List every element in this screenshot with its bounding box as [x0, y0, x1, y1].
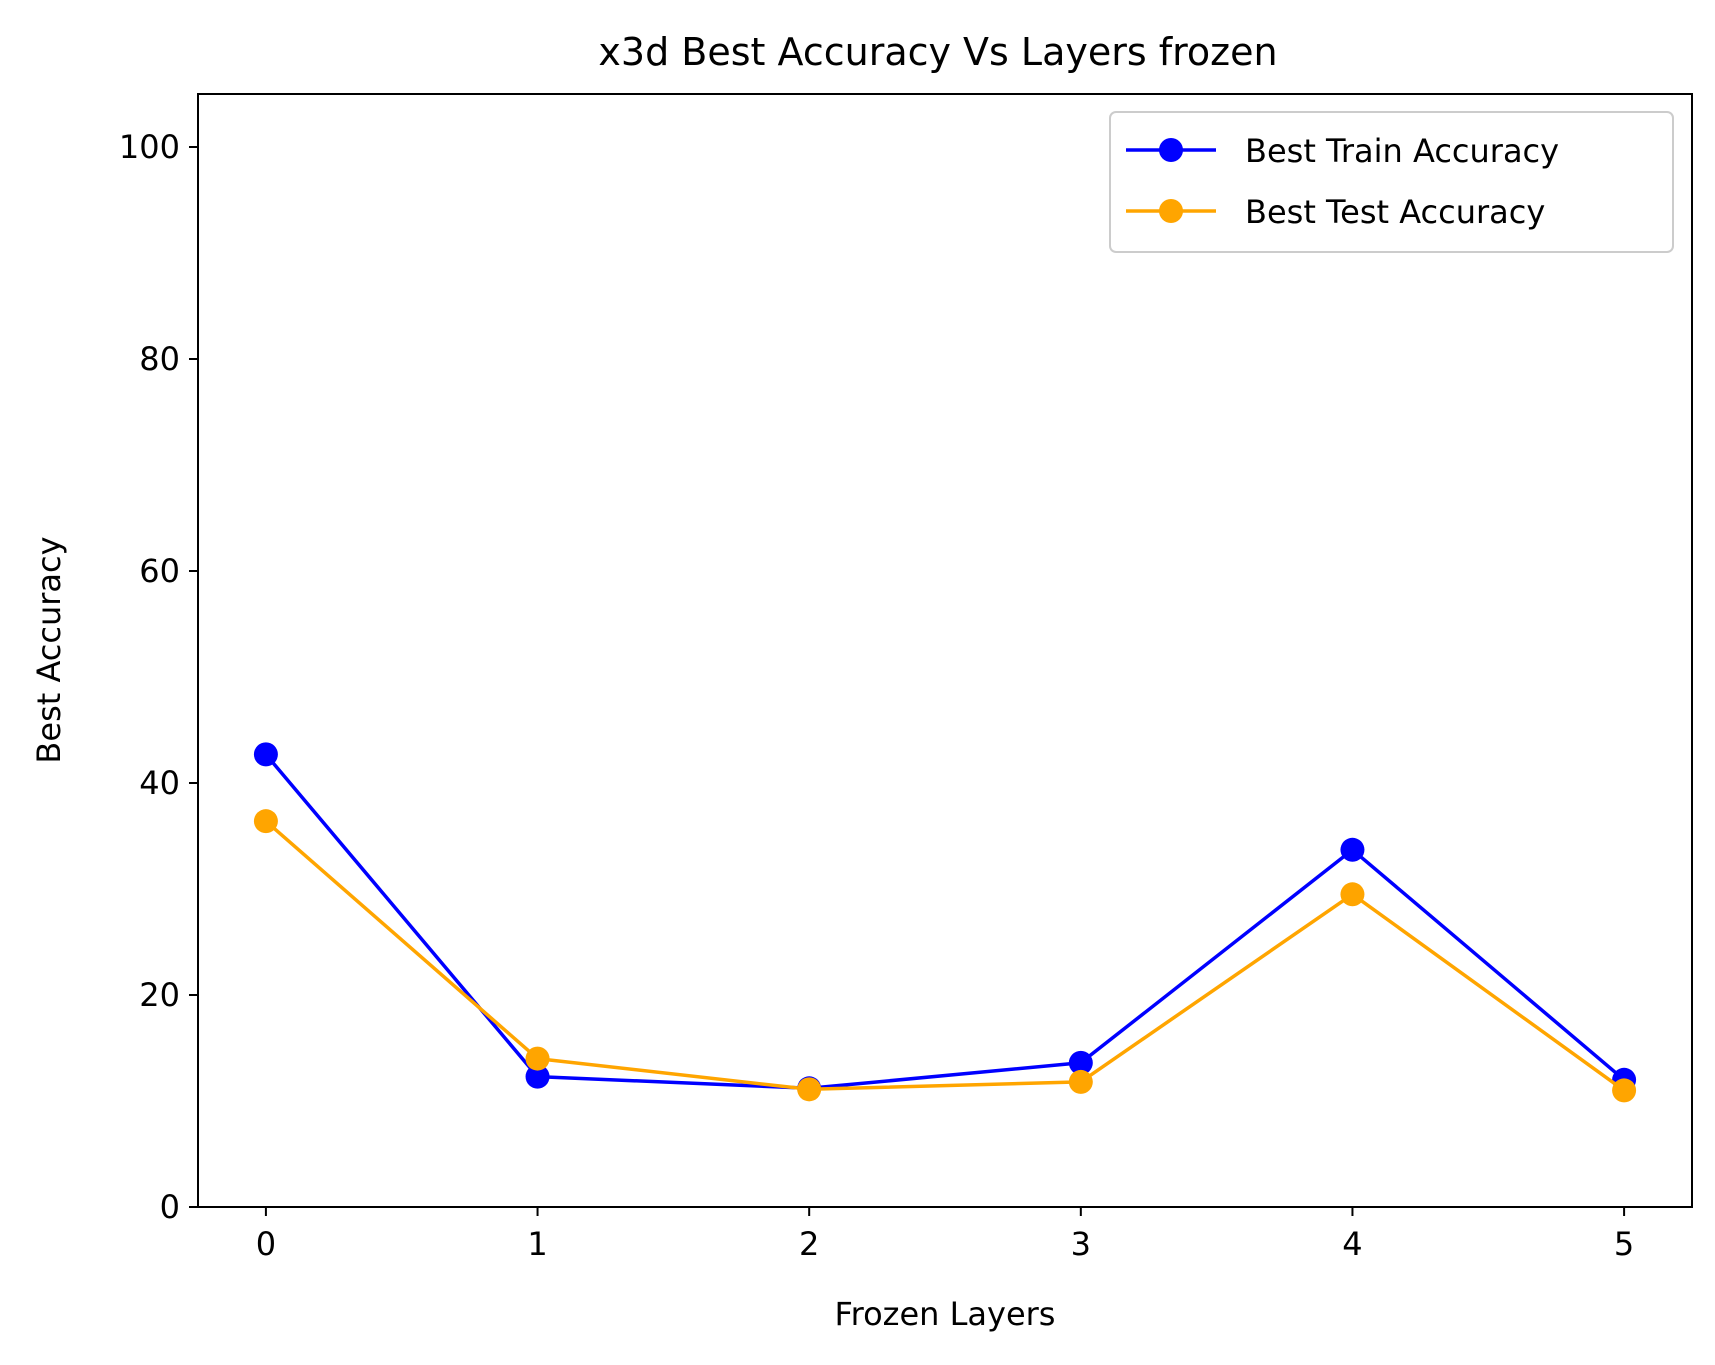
series-1-point [525, 1064, 550, 1089]
series-line-1 [264, 753, 1626, 1091]
y-axis-label: Best Accuracy [30, 536, 68, 763]
x-tick-label: 0 [256, 1225, 276, 1263]
series-2-point [1612, 1078, 1637, 1103]
legend-box [1109, 111, 1674, 253]
series-1-point [1340, 837, 1365, 862]
plot-area: 0 1 2 3 4 5 0 20 40 60 80 100 Best Train Accuracy Bes… [119, 93, 1693, 1263]
legend-label: Best Train Accuracy [1245, 132, 1559, 170]
y-tick-label: 60 [139, 552, 180, 590]
series-1-point [253, 742, 278, 767]
x-tick-label: 4 [1342, 1225, 1362, 1263]
series-2-point [1340, 882, 1365, 907]
y-tick-label: 80 [139, 340, 180, 378]
chart-title: x3d Best Accuracy Vs Layers frozen [598, 30, 1277, 74]
series-2-point [253, 809, 278, 834]
series-2-point [1068, 1069, 1093, 1094]
legend-marker [1159, 138, 1183, 162]
y-tick-label: 0 [160, 1188, 180, 1226]
x-tick-label: 5 [1614, 1225, 1634, 1263]
plot-frame [197, 93, 1693, 1208]
x-tick-label: 2 [799, 1225, 819, 1263]
x-tick-label: 3 [1071, 1225, 1091, 1263]
series-1-point [1068, 1050, 1093, 1075]
x-tick-label: 1 [527, 1225, 547, 1263]
y-tick-label: 20 [139, 976, 180, 1014]
x-axis-label: Frozen Layers [835, 1295, 1056, 1333]
series-line-2 [264, 819, 1626, 1092]
legend-marker [1159, 199, 1183, 223]
series-2-point [797, 1077, 822, 1102]
y-tick-label: 100 [119, 128, 180, 166]
legend-label: Best Test Accuracy [1245, 193, 1545, 231]
series-2-point [525, 1046, 550, 1071]
y-tick-label: 40 [139, 764, 180, 802]
